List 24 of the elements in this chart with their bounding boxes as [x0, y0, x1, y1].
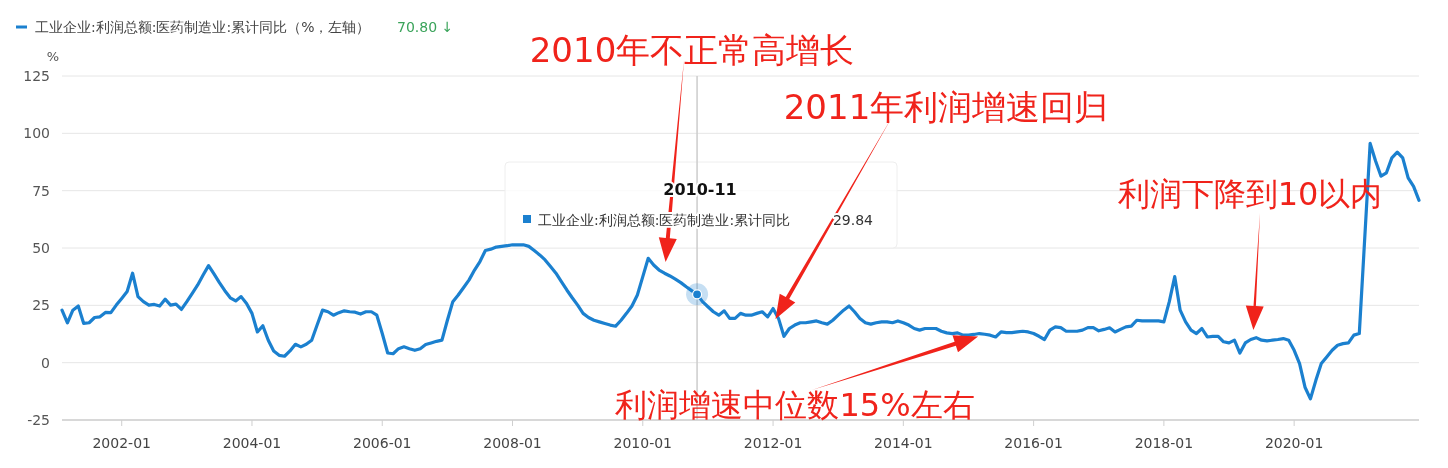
y-tick-label: 25	[32, 297, 50, 314]
y-tick-label: 100	[23, 125, 50, 142]
x-tick-label: 2010-01	[613, 435, 673, 451]
y-tick-label: 125	[23, 68, 50, 84]
text: 2010年不正常高增长	[529, 30, 855, 70]
legend-label: 工业企业:利润总额:医药制造业:累计同比（%，左轴）	[35, 19, 371, 35]
y-tick-label: 0	[41, 354, 50, 371]
x-tick-label: 2002-01	[92, 435, 151, 451]
y-tick-label: 75	[32, 182, 50, 199]
x-tick-label: 2014-01	[874, 435, 933, 451]
annotation: 2011年利润增速回归	[783, 87, 1109, 127]
x-tick-label: 2004-01	[222, 435, 282, 451]
y-axis-title: %	[46, 49, 60, 64]
x-tick-label: 2020-01	[1264, 435, 1324, 451]
annotation: 29.84	[832, 212, 874, 228]
y-tick-label: -25	[27, 412, 50, 428]
x-tick-label: 2016-01	[1004, 435, 1063, 451]
annotation: 利润增速中位数15%左右	[615, 386, 975, 424]
x-tick-label: 2018-01	[1134, 435, 1194, 451]
x-tick-label: 2012-01	[743, 435, 803, 451]
x-tick-label: 2006-01	[353, 435, 412, 451]
text: 70.80 ↓	[397, 19, 454, 35]
x-tick-label: 2008-01	[483, 435, 542, 451]
y-tick-label: 50	[32, 240, 50, 256]
